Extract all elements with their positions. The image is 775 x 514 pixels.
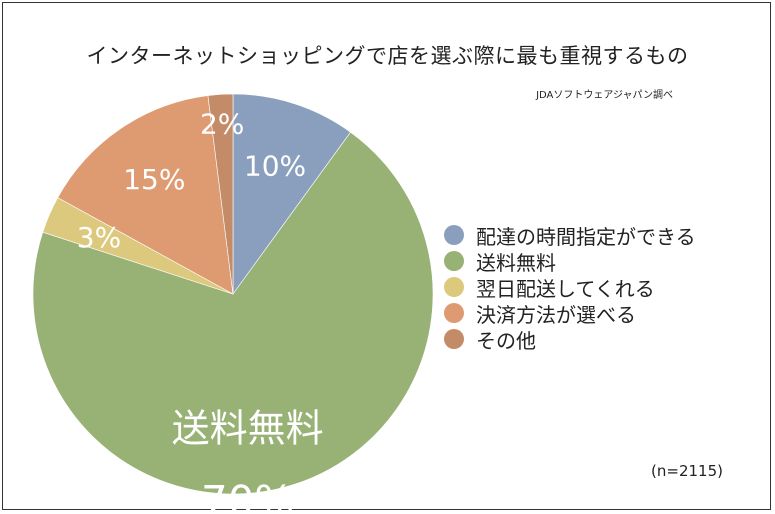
- legend-label: 送料無料: [476, 250, 556, 275]
- legend-swatch: [444, 225, 464, 245]
- legend-item: 送料無料: [444, 248, 696, 275]
- legend-label: 配達の時間指定ができる: [476, 224, 696, 249]
- slice-value-label: 10%: [244, 150, 306, 183]
- legend-swatch: [444, 251, 464, 271]
- slice-value-label: 2%: [200, 107, 244, 140]
- slice-value-label: 3%: [77, 221, 121, 254]
- legend-swatch: [444, 329, 464, 349]
- legend: 配達の時間指定ができる 送料無料 翌日配送してくれる 決済方法が選べる その他: [444, 222, 696, 353]
- legend-item: 配達の時間指定ができる: [444, 222, 696, 249]
- legend-item: 決済方法が選べる: [444, 300, 696, 327]
- pie-slice: [32, 131, 434, 495]
- pie-slice: [232, 93, 351, 295]
- legend-label: 翌日配送してくれる: [476, 276, 655, 301]
- legend-swatch: [444, 277, 464, 297]
- legend-swatch: [444, 303, 464, 323]
- pie-slice: [57, 95, 234, 295]
- sample-size: (n=2115): [651, 462, 723, 480]
- slice-value-label: 70%: [201, 476, 294, 514]
- legend-item: その他: [444, 326, 696, 353]
- source-note: JDAソフトウェアジャパン調べ: [536, 90, 673, 101]
- legend-label: その他: [476, 328, 536, 353]
- chart-title: インターネットショッピングで店を選ぶ際に最も重視するもの: [86, 44, 689, 68]
- legend-label: 決済方法が選べる: [476, 302, 636, 327]
- pie-slice: [207, 93, 234, 295]
- slice-name-label: 送料無料: [172, 406, 324, 450]
- slice-value-label: 15%: [123, 163, 185, 196]
- legend-item: 翌日配送してくれる: [444, 274, 696, 301]
